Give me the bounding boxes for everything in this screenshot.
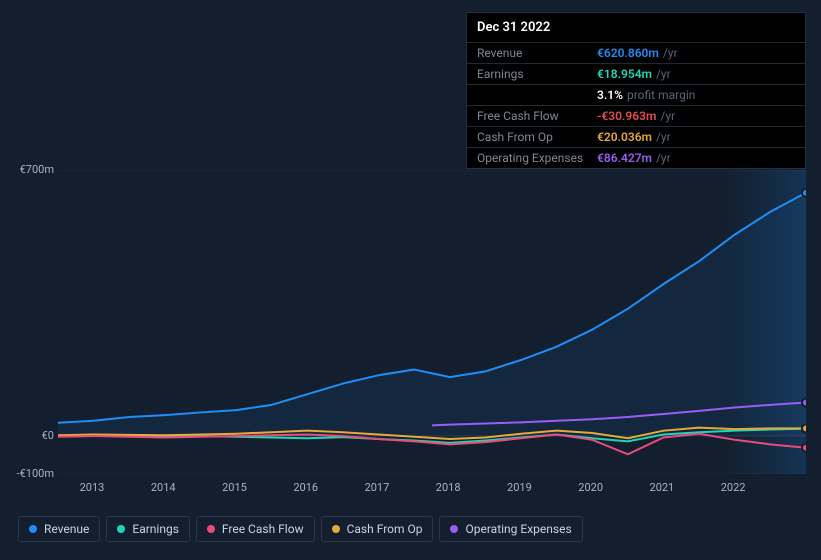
tooltip-row-value: €18.954m bbox=[597, 67, 652, 81]
x-axis-label: 2019 bbox=[507, 481, 532, 494]
legend-item[interactable]: Revenue bbox=[18, 516, 100, 542]
x-axis-label: 2013 bbox=[80, 481, 105, 494]
line-chart[interactable] bbox=[58, 170, 806, 474]
legend-dot-icon bbox=[117, 525, 125, 533]
legend-label: Revenue bbox=[44, 522, 89, 536]
tooltip-row: Earnings€18.954m/yr bbox=[467, 63, 805, 84]
tooltip-row-unit: /yr bbox=[660, 109, 675, 123]
chart-area: €700m €0 -€100m 2013 2014 2015 2016 2017 2018 20… bbox=[0, 156, 821, 506]
tooltip-date: Dec 31 2022 bbox=[467, 13, 805, 42]
tooltip-row-value: €86.427m bbox=[597, 151, 652, 165]
x-axis-label: 2015 bbox=[222, 481, 247, 494]
x-axis-label: 2017 bbox=[365, 481, 390, 494]
legend: Revenue Earnings Free Cash Flow Cash From O… bbox=[18, 516, 583, 542]
tooltip-row-unit: /yr bbox=[663, 46, 678, 60]
x-axis-label: 2022 bbox=[721, 481, 746, 494]
tooltip-row-label: Cash From Op bbox=[477, 130, 597, 144]
legend-label: Free Cash Flow bbox=[222, 522, 304, 536]
x-axis-label: 2016 bbox=[293, 481, 318, 494]
x-axis-label: 2021 bbox=[650, 481, 675, 494]
tooltip-row-label: Operating Expenses bbox=[477, 151, 597, 165]
legend-dot-icon bbox=[29, 525, 37, 533]
tooltip-row: 3.1% profit margin bbox=[467, 84, 805, 105]
tooltip-row: Free Cash Flow-€30.963m/yr bbox=[467, 105, 805, 126]
tooltip-row-label: Free Cash Flow bbox=[477, 109, 597, 123]
legend-label: Earnings bbox=[132, 522, 179, 536]
tooltip-row-unit: profit margin bbox=[627, 88, 695, 102]
legend-dot-icon bbox=[207, 525, 215, 533]
legend-item[interactable]: Operating Expenses bbox=[439, 516, 582, 542]
x-axis-label: 2020 bbox=[578, 481, 603, 494]
tooltip-row-label: Earnings bbox=[477, 67, 597, 81]
legend-item[interactable]: Free Cash Flow bbox=[196, 516, 315, 542]
tooltip-row-unit: /yr bbox=[656, 130, 671, 144]
series-fcf[interactable] bbox=[58, 434, 806, 455]
y-axis-label: €700m bbox=[0, 163, 54, 176]
tooltip-row-value: -€30.963m bbox=[597, 109, 656, 123]
tooltip-row-value: €20.036m bbox=[597, 130, 652, 144]
tooltip-row-unit: /yr bbox=[656, 67, 671, 81]
chart-tooltip: Dec 31 2022 Revenue€620.860m/yrEarnings€… bbox=[466, 12, 806, 169]
tooltip-row: Operating Expenses€86.427m/yr bbox=[467, 147, 805, 168]
tooltip-row-unit: /yr bbox=[656, 151, 671, 165]
legend-item[interactable]: Cash From Op bbox=[321, 516, 434, 542]
tooltip-row-value: 3.1% bbox=[597, 88, 623, 102]
y-axis-label: €0 bbox=[0, 429, 54, 442]
legend-label: Cash From Op bbox=[347, 522, 423, 536]
tooltip-row-value: €620.860m bbox=[597, 46, 659, 60]
legend-dot-icon bbox=[332, 525, 340, 533]
tooltip-row-label bbox=[477, 88, 597, 102]
legend-dot-icon bbox=[450, 525, 458, 533]
x-axis-label: 2018 bbox=[436, 481, 461, 494]
legend-label: Operating Expenses bbox=[465, 522, 571, 536]
tooltip-row: Revenue€620.860m/yr bbox=[467, 42, 805, 63]
x-axis-label: 2014 bbox=[151, 481, 176, 494]
legend-item[interactable]: Earnings bbox=[106, 516, 190, 542]
y-axis-label: -€100m bbox=[0, 467, 54, 480]
tooltip-row: Cash From Op€20.036m/yr bbox=[467, 126, 805, 147]
tooltip-row-label: Revenue bbox=[477, 46, 597, 60]
